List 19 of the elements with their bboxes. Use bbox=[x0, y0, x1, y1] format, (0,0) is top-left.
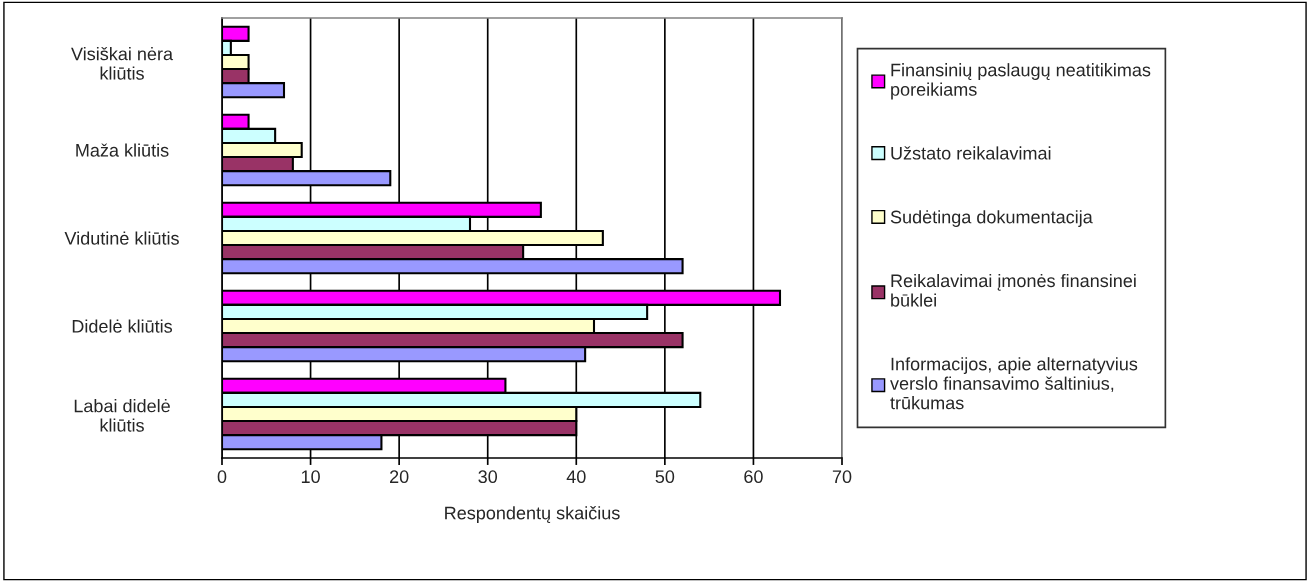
x-tick-label: 0 bbox=[217, 470, 227, 484]
legend-label: Informacijos, apie alternatyvius verslo finansavimo šaltinius, trūkumas bbox=[890, 357, 1138, 410]
y-tick-label: Maža kliūtis bbox=[76, 143, 169, 157]
x-tick-label: 60 bbox=[744, 470, 763, 484]
x-tick-label: 10 bbox=[301, 470, 320, 484]
y-tick-label: Visiškai nėra kliūtis bbox=[71, 46, 174, 80]
x-tick-label: 40 bbox=[566, 470, 586, 484]
legend-label: Reikalavimai įmonės finansinei būklei bbox=[891, 273, 1136, 307]
legend-label: Sudėtinga dokumentacija bbox=[890, 210, 1093, 227]
legend-label: Užstato reikalavimai bbox=[891, 146, 1051, 160]
y-tick-label: Vidutinė kliūtis bbox=[64, 231, 179, 245]
x-tick-label: 20 bbox=[390, 470, 409, 484]
y-tick-label: Labai didelė kliūtis bbox=[74, 399, 170, 432]
x-tick-label: 70 bbox=[832, 470, 852, 484]
x-tick-label: 50 bbox=[655, 470, 675, 484]
y-tick-label: Didelė kliūtis bbox=[72, 319, 173, 333]
x-tick-label: 30 bbox=[478, 470, 498, 484]
x-axis-title: Respondentų skaičius bbox=[445, 506, 620, 523]
legend-label: Finansinių paslaugų neatitikimas poreikiams bbox=[891, 63, 1151, 100]
